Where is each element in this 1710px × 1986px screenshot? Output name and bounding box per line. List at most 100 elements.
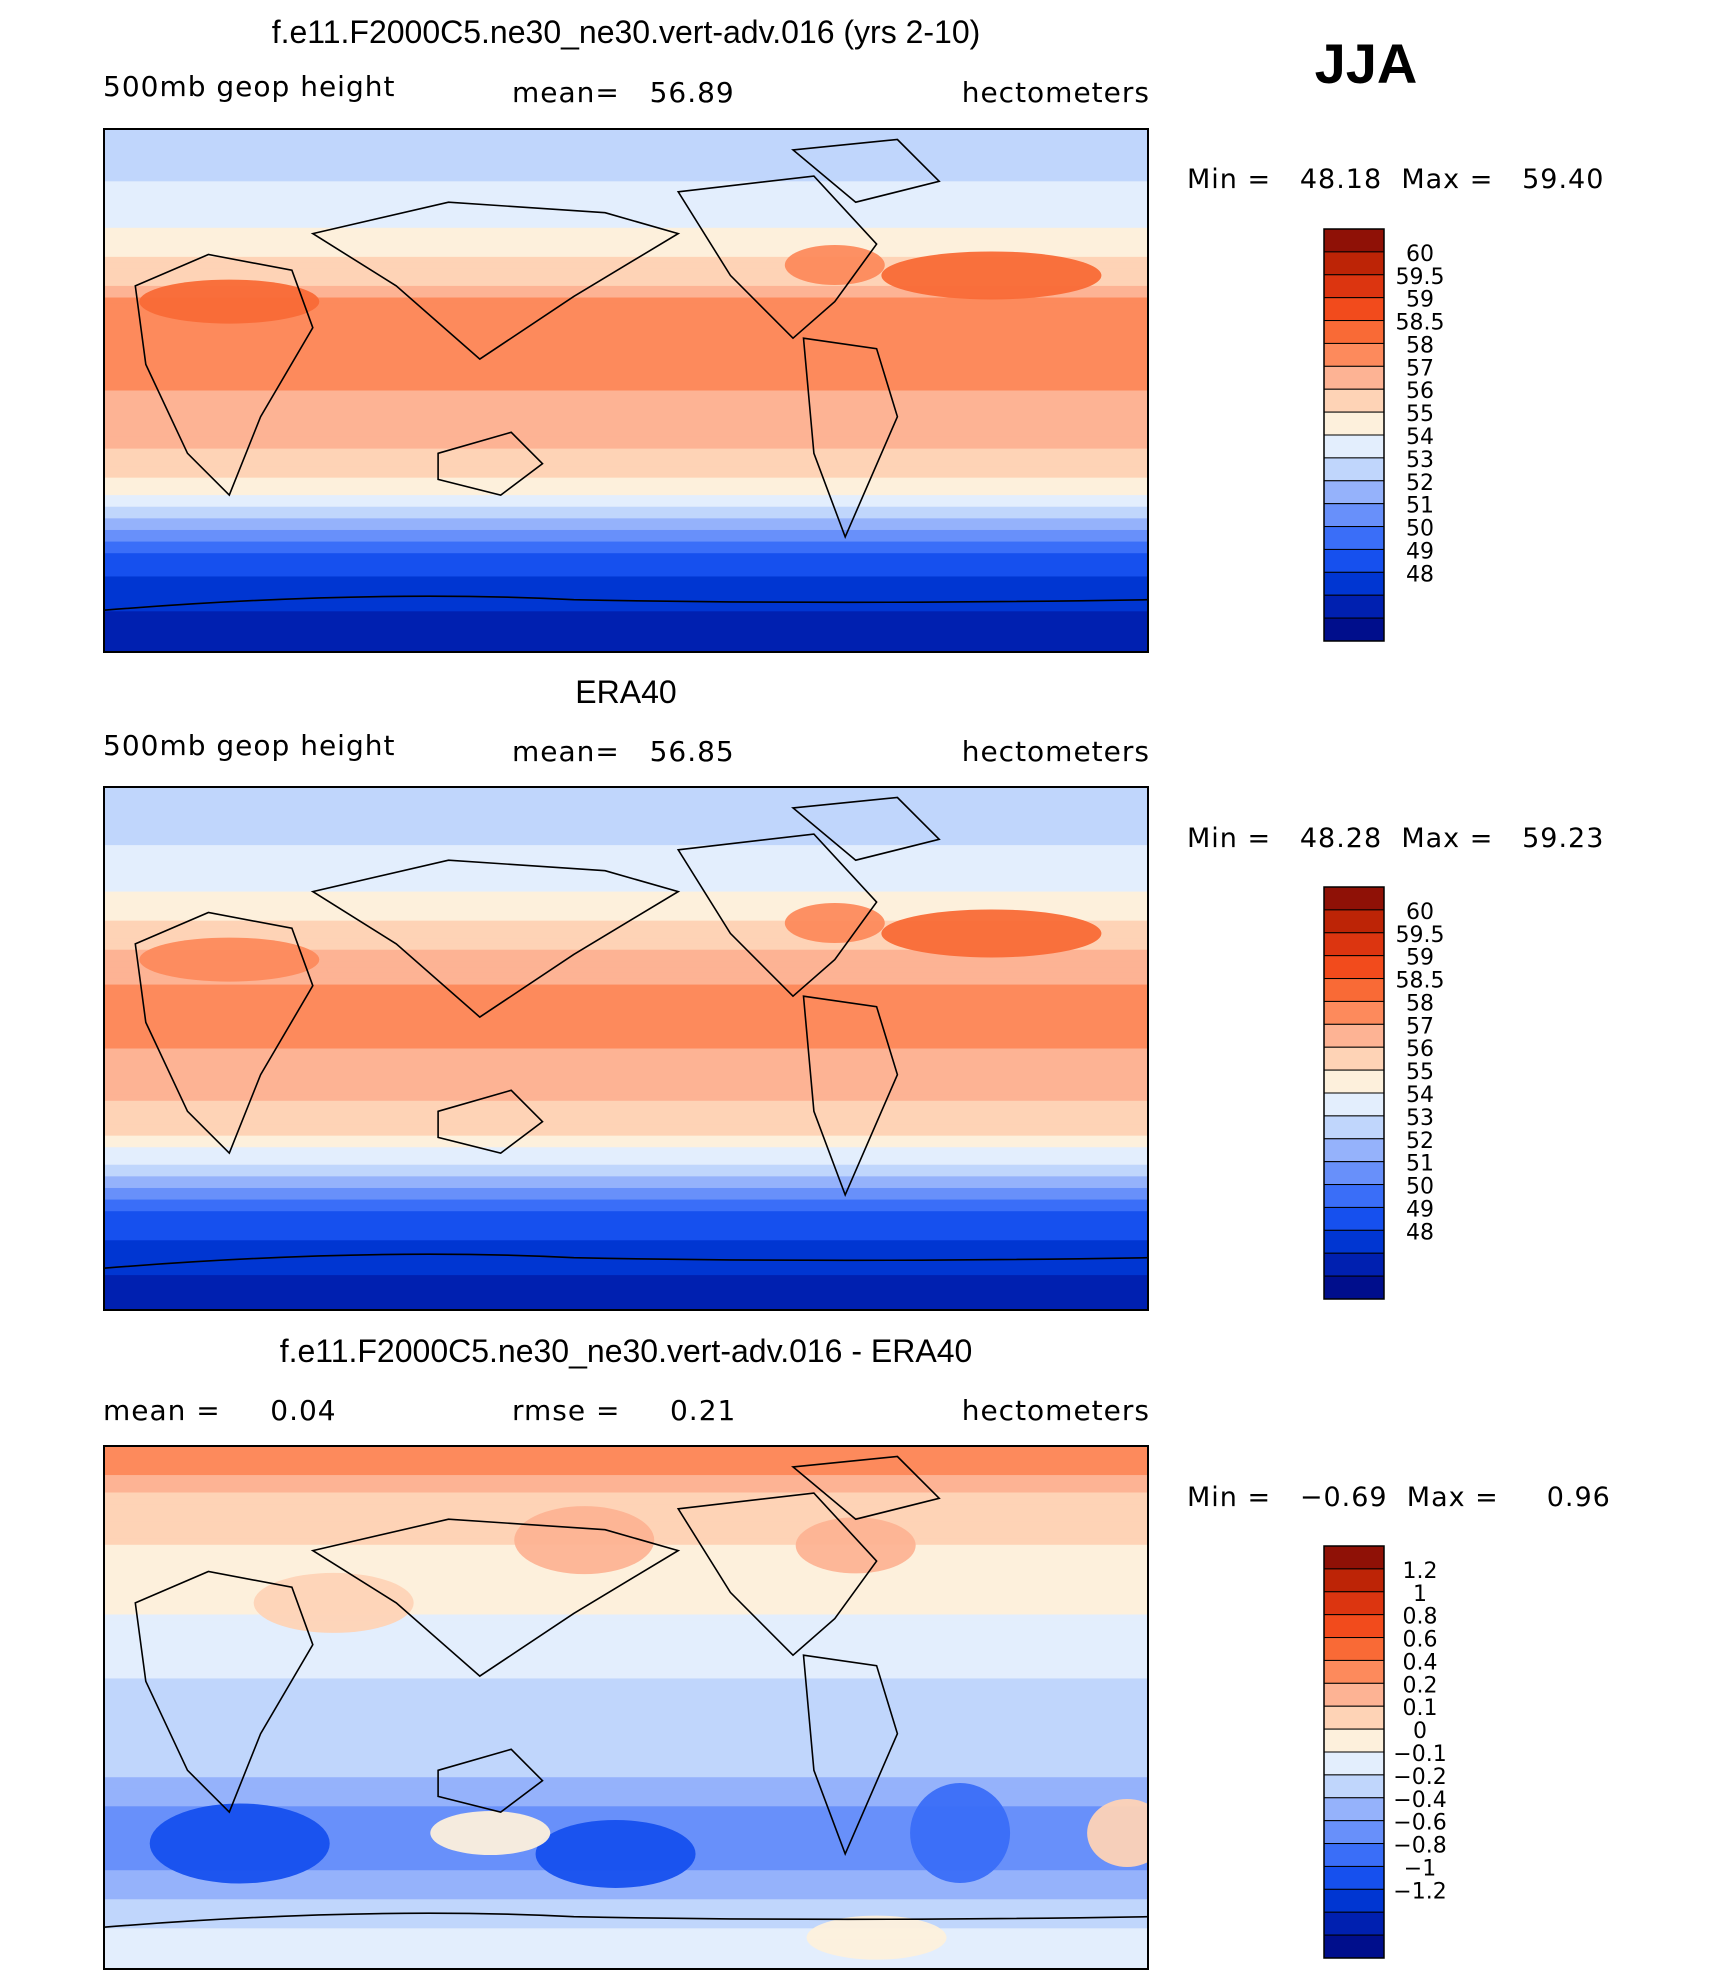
coastline (437, 431, 544, 496)
contour-band (104, 471, 1148, 479)
colorbar-swatch (1323, 1820, 1385, 1845)
map-plot (104, 129, 1148, 652)
colorbar-swatch (1323, 1888, 1385, 1913)
anomaly-region (881, 909, 1102, 958)
colorbar-tick-label: 58 (1406, 991, 1434, 1016)
contour-band (104, 868, 1148, 875)
colorbar-tick-label: 49 (1406, 1197, 1434, 1222)
contour-band (104, 839, 1148, 846)
contour-band (104, 280, 1148, 287)
contour-band (104, 285, 1148, 293)
contour-band (104, 1071, 1148, 1079)
contour-band (104, 187, 1148, 194)
colorbar-swatch (1323, 1023, 1385, 1048)
map-frame (103, 786, 1149, 1311)
contour-band (104, 175, 1148, 182)
colorbar-tick-label: −0.8 (1393, 1834, 1446, 1859)
colorbar-frame (1323, 886, 1385, 1300)
contour-band (104, 320, 1148, 328)
anomaly-region (1087, 1799, 1148, 1868)
contour-band (104, 593, 1148, 601)
contour-band (104, 1649, 1148, 1656)
contour-band (104, 1905, 1148, 1912)
colorbar-swatch (1323, 251, 1385, 276)
anomaly-region (910, 1783, 1011, 1884)
contour-band (104, 961, 1148, 968)
colorbar-swatch (1323, 228, 1385, 253)
contour-band (104, 477, 1148, 485)
colorbar-swatch (1323, 1275, 1385, 1300)
contour-band (104, 1620, 1148, 1627)
contour-band (104, 1910, 1148, 1918)
contour-band (104, 460, 1148, 467)
colorbar-swatch (1323, 1092, 1385, 1117)
contour-band (104, 1228, 1148, 1236)
contour-band (104, 1765, 1148, 1773)
colorbar-tick-label: 0.4 (1403, 1650, 1438, 1675)
contour-band (104, 524, 1148, 531)
contour-band (104, 1800, 1148, 1807)
contour-band (104, 291, 1148, 299)
contour-band (104, 407, 1148, 415)
contour-band (104, 512, 1148, 519)
colorbar-swatch (1323, 388, 1385, 413)
colorbar-swatch (1323, 1614, 1385, 1639)
panel-diff: f.e11.F2000C5.ne30_ne30.vert-adv.016 - E… (103, 1333, 1610, 1970)
contour-band (104, 1036, 1148, 1044)
contour-band (104, 1724, 1148, 1732)
colorbar-frame (1323, 1545, 1385, 1959)
anomaly-region (881, 251, 1102, 300)
colorbar-tick-label: 54 (1406, 1083, 1434, 1108)
contour-band (104, 1048, 1148, 1055)
map-plot (104, 1446, 1148, 1969)
coastline (437, 1748, 544, 1813)
panel-model: f.e11.F2000C5.ne30_ne30.vert-adv.016 (yr… (103, 14, 1603, 653)
contour-band (104, 419, 1148, 426)
anomaly-region (253, 1572, 414, 1633)
contour-band (104, 891, 1148, 899)
anomaly-region (806, 1915, 947, 1960)
coastline (676, 833, 878, 998)
colorbar-tick-label: −0.2 (1393, 1765, 1446, 1790)
coastline (802, 995, 899, 1198)
colorbar-swatch (1323, 1115, 1385, 1140)
coastline (791, 1455, 941, 1521)
anomaly-region (784, 244, 885, 285)
contour-band (104, 1504, 1148, 1511)
contour-band (104, 885, 1148, 893)
contour-band (104, 1054, 1148, 1061)
panel-title: f.e11.F2000C5.ne30_ne30.vert-adv.016 - E… (280, 1333, 973, 1369)
contour-band (104, 1759, 1148, 1767)
colorbar-tick-label: 58.5 (1396, 311, 1445, 336)
contour-band (104, 1019, 1148, 1026)
contour-band (104, 1007, 1148, 1015)
contour-band (104, 559, 1148, 566)
coastline (791, 138, 941, 204)
contour-band (104, 1217, 1148, 1224)
contour-band (104, 943, 1148, 951)
contour-band (104, 564, 1148, 572)
contour-band (104, 804, 1148, 811)
anomaly-region (149, 1803, 330, 1884)
contour-band (104, 1951, 1148, 1958)
contour-band (104, 1013, 1148, 1021)
coastline (802, 337, 899, 540)
colorbar-tick-label: 49 (1406, 539, 1434, 564)
colorbar-tick-label: 60 (1406, 242, 1434, 267)
colorbar-swatch (1323, 1229, 1385, 1254)
contour-band (104, 1292, 1148, 1299)
contour-band (104, 1707, 1148, 1714)
colorbar-swatch (1323, 526, 1385, 550)
contour-band (104, 158, 1148, 165)
contour-band (104, 1719, 1148, 1726)
contour-band (104, 1602, 1148, 1610)
anomaly-region (139, 279, 320, 324)
contour-band (104, 926, 1148, 933)
colorbar-tick-label: 52 (1406, 471, 1434, 496)
contour-band (104, 1939, 1148, 1947)
colorbar-swatch (1323, 978, 1385, 1002)
units-label: hectometers (962, 1394, 1150, 1427)
colorbar-swatch (1323, 274, 1385, 299)
colorbar-swatch (1323, 1865, 1385, 1890)
